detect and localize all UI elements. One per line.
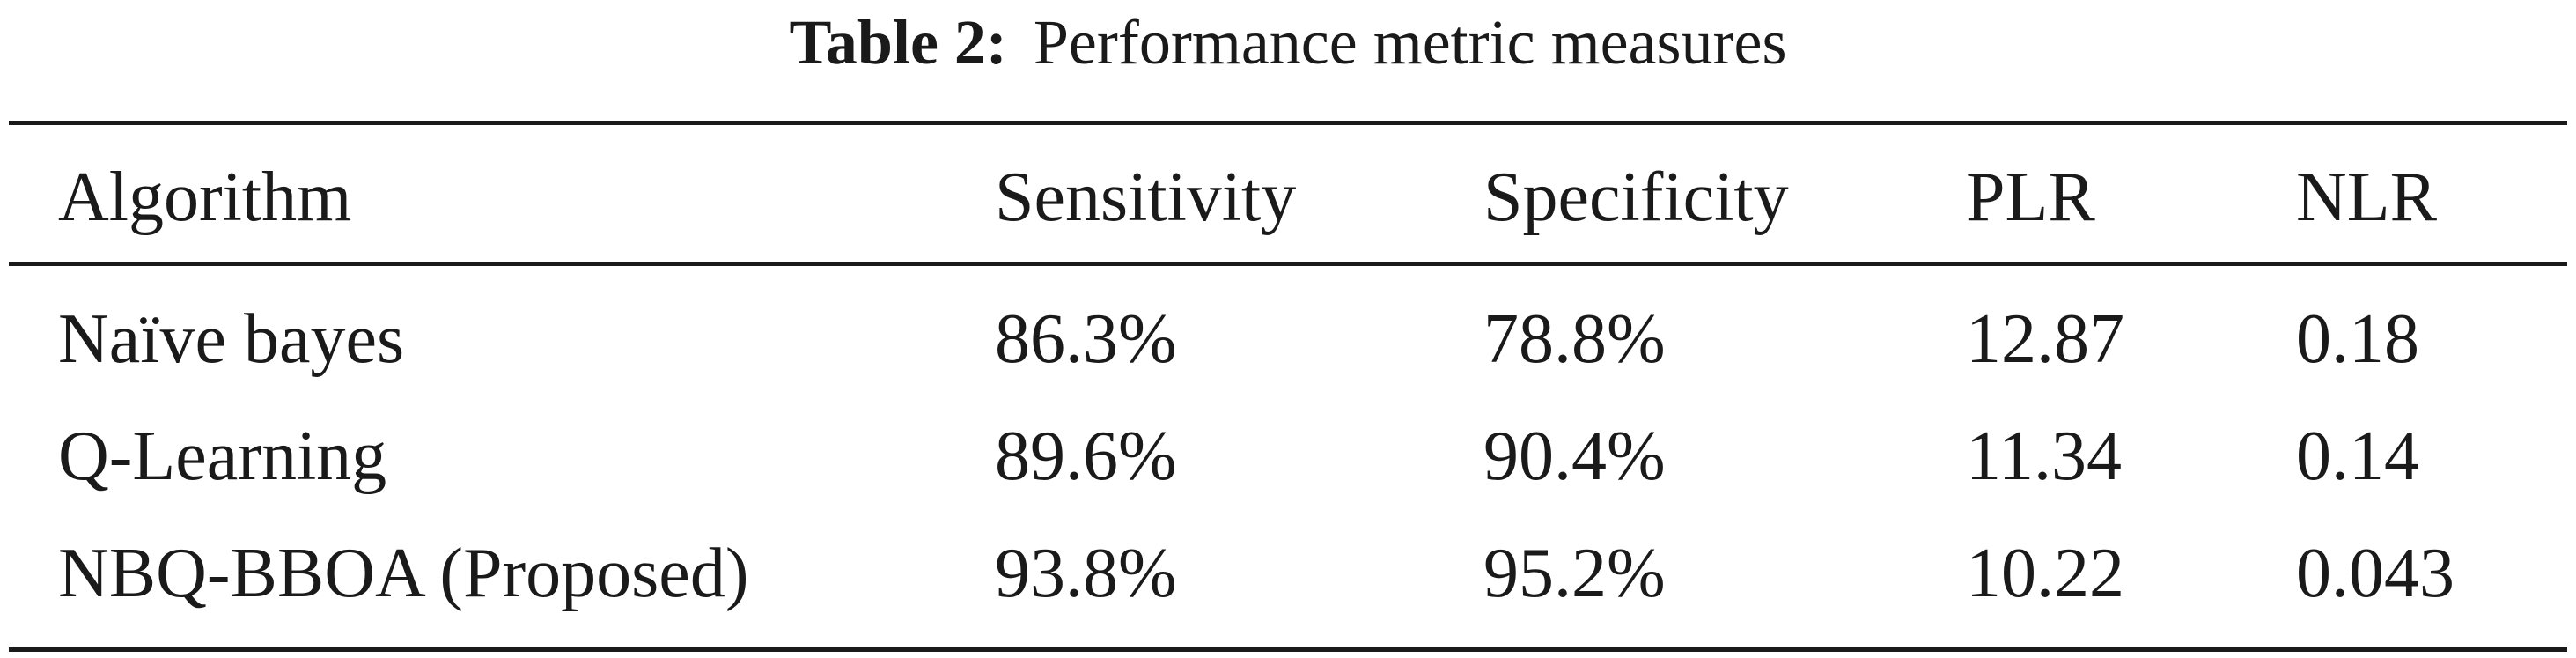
cell-nlr: 0.14 [2296, 418, 2419, 495]
cell-specificity: 78.8% [1483, 300, 1666, 378]
cell-algorithm: Naïve bayes [58, 300, 405, 378]
bottom-rule [9, 647, 2567, 652]
caption-text: Performance metric measures [1033, 7, 1787, 78]
table-caption: Table 2: Performance metric measures [0, 0, 2576, 85]
cell-algorithm: NBQ-BBOA (Proposed) [58, 535, 749, 612]
cell-nlr: 0.18 [2296, 300, 2419, 378]
cell-plr: 12.87 [1966, 300, 2124, 378]
header-cell-algorithm: Algorithm [58, 159, 352, 236]
caption-label: Table 2: [789, 7, 1007, 78]
top-rule [9, 121, 2567, 125]
cell-nlr: 0.043 [2296, 535, 2455, 612]
header-rule [9, 262, 2567, 266]
header-cell-specificity: Specificity [1483, 159, 1789, 236]
cell-specificity: 90.4% [1483, 418, 1666, 495]
cell-sensitivity: 89.6% [995, 418, 1177, 495]
cell-algorithm: Q-Learning [58, 418, 387, 495]
cell-plr: 10.22 [1966, 535, 2124, 612]
header-cell-sensitivity: Sensitivity [995, 159, 1297, 236]
cell-sensitivity: 86.3% [995, 300, 1177, 378]
header-cell-plr: PLR [1966, 159, 2095, 236]
cell-specificity: 95.2% [1483, 535, 1666, 612]
cell-sensitivity: 93.8% [995, 535, 1177, 612]
cell-plr: 11.34 [1966, 418, 2123, 495]
header-cell-nlr: NLR [2296, 159, 2437, 236]
